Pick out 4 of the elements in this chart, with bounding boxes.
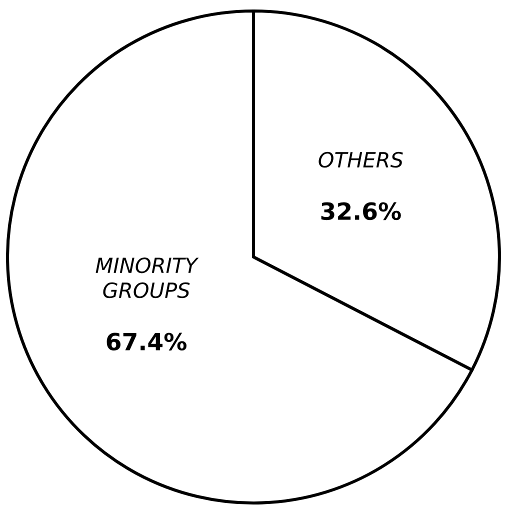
slice-label: OTHERS <box>318 152 403 168</box>
data-label: 32.6% <box>321 202 401 220</box>
slice-label: MINORITY GROUPS <box>96 257 199 298</box>
data-label: 67.4% <box>106 332 186 351</box>
